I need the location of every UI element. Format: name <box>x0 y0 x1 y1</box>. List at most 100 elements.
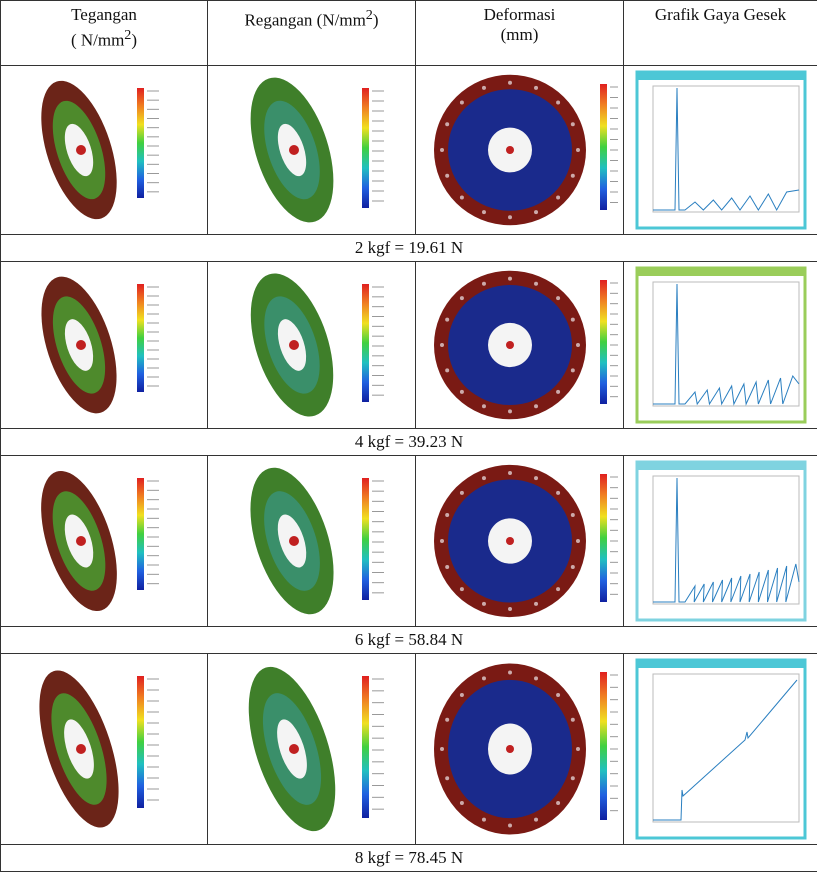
image-cell <box>624 262 817 429</box>
hole <box>508 607 512 611</box>
hole <box>570 718 574 722</box>
image-cell <box>208 654 416 845</box>
label-row: 6 kgf = 58.84 N <box>1 627 817 654</box>
hole <box>556 390 560 394</box>
graph-titlebar <box>637 268 805 276</box>
hole <box>445 122 449 126</box>
color-bar <box>362 284 369 402</box>
hole <box>570 122 574 126</box>
hole <box>556 693 560 697</box>
color-bar <box>137 676 144 808</box>
image-cell <box>208 456 416 627</box>
hole <box>570 174 574 178</box>
plot-area <box>653 674 799 822</box>
color-bar <box>600 280 607 404</box>
hole <box>445 513 449 517</box>
load-label: 8 kgf = 78.45 N <box>1 845 817 872</box>
figure <box>222 658 402 840</box>
image-cell <box>416 456 624 627</box>
hole <box>534 818 538 822</box>
hole <box>556 801 560 805</box>
results-table: Tegangan( N/mm2) Regangan (N/mm2) Deform… <box>0 0 817 872</box>
hole <box>445 776 449 780</box>
color-bar <box>600 672 607 820</box>
figure <box>635 658 807 840</box>
hole <box>570 776 574 780</box>
image-row <box>1 66 817 235</box>
hole <box>440 148 444 152</box>
hole <box>459 801 463 805</box>
header-cell: Grafik Gaya Gesek <box>624 1 817 66</box>
center-marker <box>76 145 86 155</box>
hole <box>459 100 463 104</box>
hole <box>534 86 538 90</box>
hole <box>459 390 463 394</box>
hole <box>570 368 574 372</box>
graph-titlebar <box>637 660 805 668</box>
load-label: 6 kgf = 58.84 N <box>1 627 817 654</box>
hole <box>508 409 512 413</box>
hole <box>445 718 449 722</box>
header-sup: 2 <box>366 7 373 23</box>
figure <box>222 266 402 424</box>
header-cell: Regangan (N/mm2) <box>208 1 416 66</box>
image-cell <box>624 66 817 235</box>
color-bar <box>600 474 607 602</box>
header-row: Tegangan( N/mm2) Regangan (N/mm2) Deform… <box>1 1 817 66</box>
image-row <box>1 456 817 627</box>
hole <box>481 818 485 822</box>
figure <box>19 70 189 230</box>
hole <box>481 404 485 408</box>
hole <box>534 602 538 606</box>
hole <box>570 565 574 569</box>
load-label: 4 kgf = 39.23 N <box>1 429 817 456</box>
color-bar <box>362 88 369 208</box>
hole <box>576 539 580 543</box>
hole <box>556 100 560 104</box>
image-cell <box>416 262 624 429</box>
hole <box>570 513 574 517</box>
header-unit-end: ) <box>131 31 137 50</box>
figure <box>635 266 807 424</box>
color-bar <box>600 84 607 210</box>
hole <box>459 296 463 300</box>
figure <box>422 266 618 424</box>
hole <box>481 86 485 90</box>
center-marker <box>506 537 514 545</box>
center-marker <box>289 145 299 155</box>
center-marker <box>289 536 299 546</box>
hole <box>459 491 463 495</box>
hole <box>459 196 463 200</box>
figure <box>422 658 618 840</box>
hole <box>534 676 538 680</box>
color-bar <box>137 284 144 392</box>
label-row: 2 kgf = 19.61 N <box>1 235 817 262</box>
image-cell <box>416 654 624 845</box>
image-cell <box>1 654 208 845</box>
hole <box>556 491 560 495</box>
center-marker <box>506 745 514 753</box>
load-label: 2 kgf = 19.61 N <box>1 235 817 262</box>
center-marker <box>76 340 86 350</box>
image-cell <box>1 66 208 235</box>
hole <box>445 318 449 322</box>
hole <box>570 318 574 322</box>
hole <box>445 368 449 372</box>
figure <box>19 266 189 424</box>
header-title: Regangan (N/mm <box>244 11 365 30</box>
hole <box>508 277 512 281</box>
image-cell <box>208 66 416 235</box>
header-cell: Tegangan( N/mm2) <box>1 1 208 66</box>
graph-titlebar <box>637 462 805 470</box>
center-marker <box>76 536 86 546</box>
center-marker <box>506 341 514 349</box>
hole <box>576 747 580 751</box>
hole <box>508 215 512 219</box>
image-cell <box>208 262 416 429</box>
hole <box>445 174 449 178</box>
figure <box>222 460 402 622</box>
figure <box>635 460 807 622</box>
header-cell: Deformasi(mm) <box>416 1 624 66</box>
hole <box>508 471 512 475</box>
hole <box>534 282 538 286</box>
